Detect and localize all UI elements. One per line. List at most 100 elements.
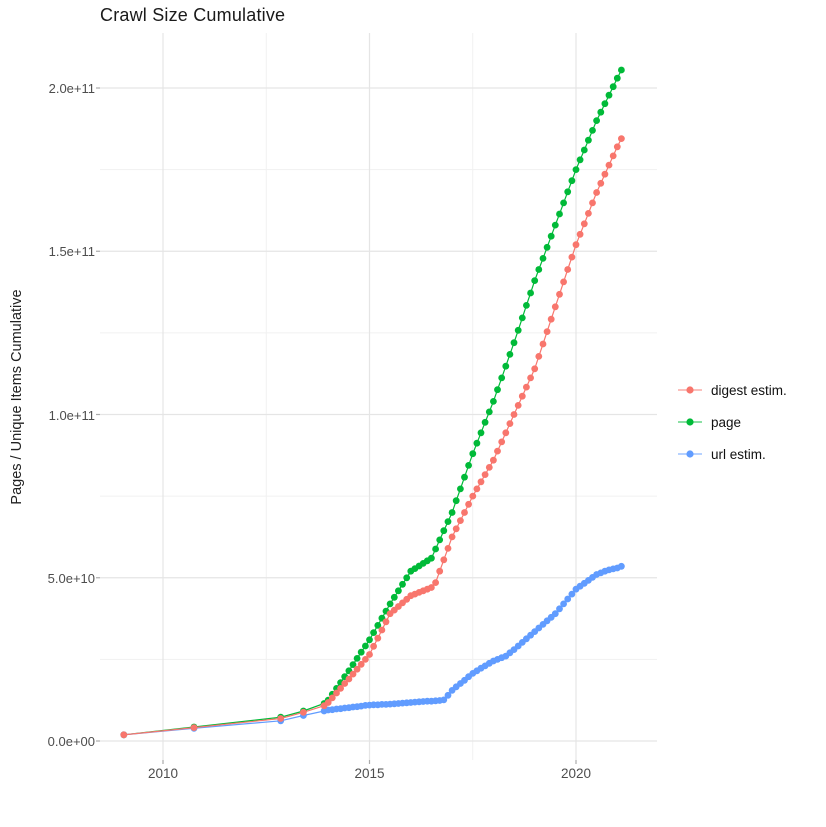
data-point [436,567,444,575]
data-point [357,660,365,668]
data-point [539,340,547,348]
data-point [403,574,411,582]
data-point [324,699,332,706]
data-point [333,689,340,697]
data-point [527,289,534,297]
series-url-estim [120,562,625,739]
data-point [399,580,406,588]
data-point [609,152,617,160]
data-point [613,143,621,151]
data-point [436,536,444,544]
data-point [448,509,456,516]
data-point [461,473,468,481]
data-point [556,605,563,613]
data-point [514,402,522,409]
legend-entry: digest estim. [676,382,787,398]
data-point [547,232,555,240]
data-point [190,724,198,731]
data-point [556,290,563,298]
data-point [277,715,285,722]
data-point [485,408,493,416]
data-point [386,600,394,608]
data-point [370,642,377,650]
data-point [518,392,526,400]
data-point [506,351,514,358]
data-point [452,525,460,533]
data-point [477,478,485,486]
data-point [477,429,485,437]
data-point [543,328,551,335]
data-point [618,562,625,570]
data-point [370,629,377,636]
x-tick-label: 2020 [560,766,592,781]
data-point [349,670,357,678]
data-point [576,230,584,238]
data-point [362,656,369,663]
legend-key-icon [678,386,702,394]
legend-key-icon [678,450,702,458]
data-point [605,91,613,99]
data-point [589,199,596,207]
data-point [564,188,572,196]
data-point [432,579,439,586]
y-tick-label: 1.5e+11 [48,244,95,260]
data-point [432,545,439,553]
data-point [613,74,621,82]
data-point [473,439,481,447]
data-point [337,685,344,692]
chart-title: Crawl Size Cumulative [100,5,286,25]
y-tick-label: 5.0e+10 [47,570,95,586]
data-point [568,253,576,261]
data-point [428,584,435,591]
data-point [390,593,398,601]
data-point [556,210,563,218]
data-point [535,266,543,273]
data-point [510,411,518,418]
data-point [328,694,336,702]
data-point [494,386,501,394]
data-point [572,241,580,249]
data-point [440,696,448,704]
data-point [428,554,435,562]
y-axis-title: Pages / Unique Items Cumulative [9,289,25,505]
data-point [395,587,402,595]
data-point [535,353,543,360]
data-point [560,199,567,207]
data-point [547,315,555,323]
data-point [585,210,592,217]
y-tick-label: 1.0e+11 [48,407,95,423]
data-point [448,533,456,541]
data-point [580,220,588,228]
y-tick-label: 2.0e+11 [48,81,95,96]
data-point [531,277,539,284]
legend-entry: url estim. [676,446,787,462]
data-point [551,610,559,618]
data-point [341,680,349,687]
data-point [560,278,567,286]
data-point [593,117,600,124]
data-point [498,438,506,446]
data-point [589,126,596,134]
data-point [564,266,572,273]
data-point [353,655,361,662]
data-point [593,189,600,196]
data-point [490,398,497,405]
data-point [481,471,489,478]
data-point [444,545,452,552]
data-point [510,339,518,347]
legend-label: url estim. [711,446,766,462]
data-point [580,146,588,154]
x-tick-label: 2015 [354,766,385,781]
data-point [601,170,609,178]
data-point [560,600,567,608]
data-point [465,500,472,508]
data-point [618,135,625,143]
data-point [539,255,547,262]
series-digest-estim [120,135,625,739]
data-point [469,450,477,458]
data-point [523,302,530,309]
y-tick-label: 0.0e+00 [47,734,95,749]
data-point [502,429,510,437]
data-point [585,136,592,144]
